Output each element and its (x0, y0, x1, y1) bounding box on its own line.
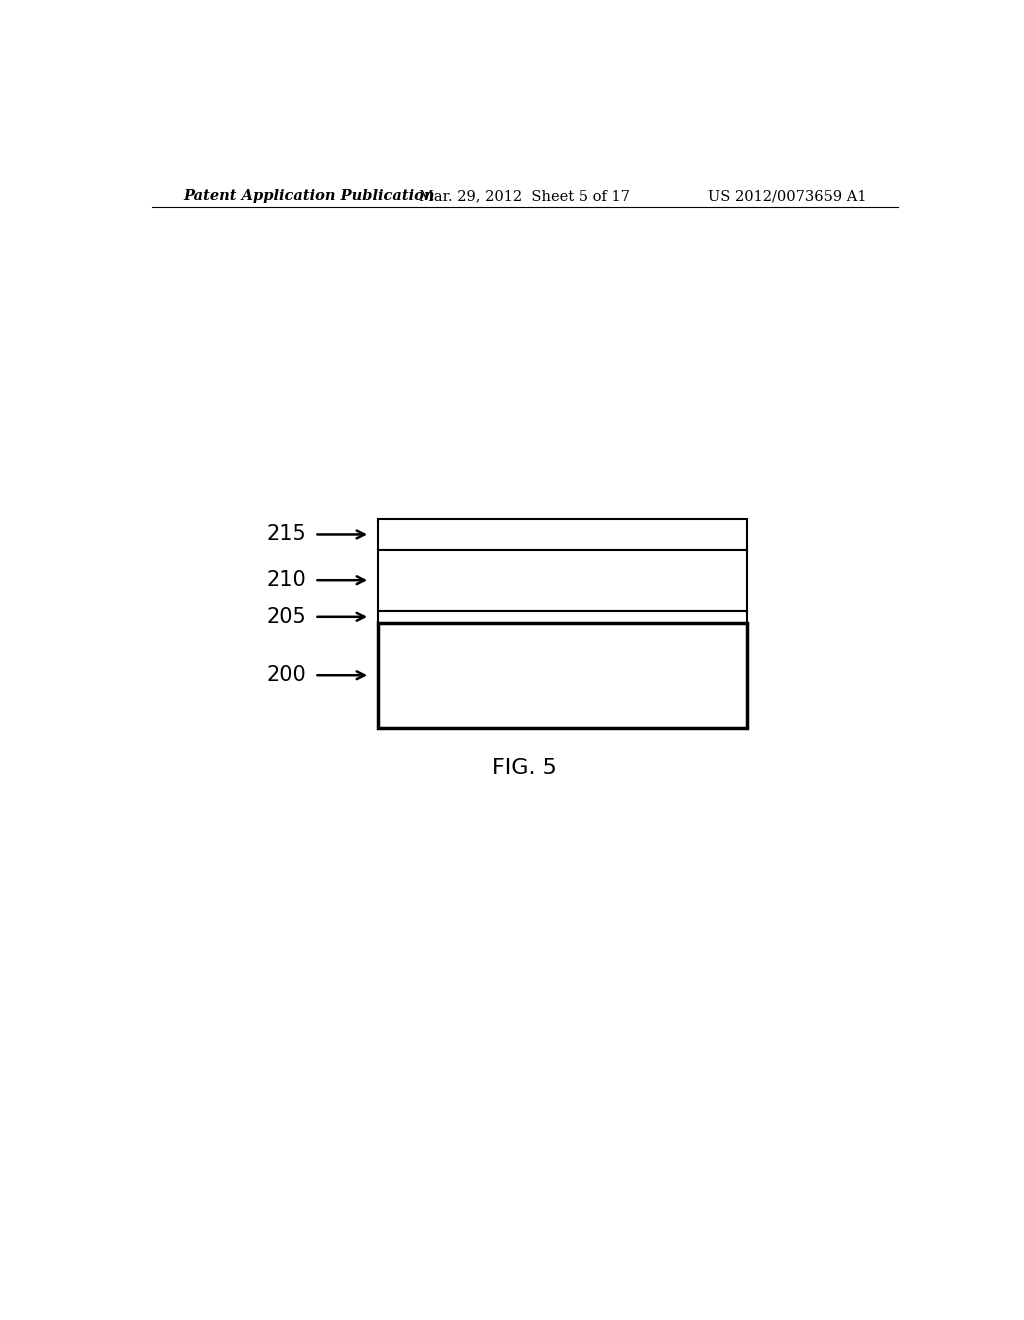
Bar (378, 623, 748, 727)
Text: Mar. 29, 2012  Sheet 5 of 17: Mar. 29, 2012 Sheet 5 of 17 (420, 189, 630, 203)
Text: 215: 215 (267, 524, 306, 544)
Text: 200: 200 (267, 665, 306, 685)
Text: 210: 210 (267, 570, 306, 590)
Text: Patent Application Publication: Patent Application Publication (183, 189, 435, 203)
Bar (378, 549, 748, 611)
Bar (378, 611, 748, 623)
Text: US 2012/0073659 A1: US 2012/0073659 A1 (708, 189, 866, 203)
Text: FIG. 5: FIG. 5 (493, 758, 557, 779)
Text: 205: 205 (267, 607, 306, 627)
Bar (378, 519, 748, 549)
